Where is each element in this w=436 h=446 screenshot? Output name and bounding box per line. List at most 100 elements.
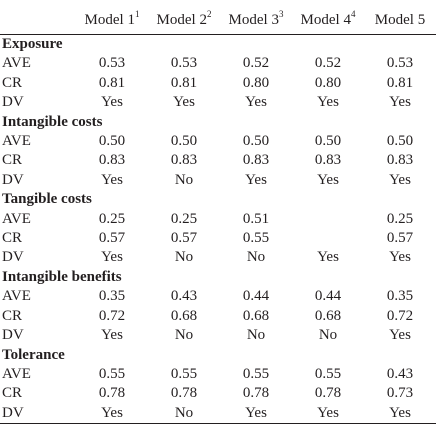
table-row: DV Yes Yes Yes Yes Yes — [0, 93, 436, 112]
table-row: AVE 0.25 0.25 0.51 0.25 — [0, 210, 436, 229]
table-cell: 0.78 — [314, 385, 342, 402]
table-cell: No — [246, 249, 266, 266]
row-label: DV — [2, 94, 24, 111]
row-label: DV — [2, 249, 24, 266]
table-row: DV Yes No Yes Yes Yes — [0, 171, 436, 190]
table-row: DV Yes No Yes Yes Yes — [0, 404, 436, 424]
table-cell: 0.81 — [170, 74, 198, 91]
model-comparison-table: Model 11 Model 22 Model 33 Model 44 Mode… — [0, 6, 436, 424]
row-label: CR — [2, 152, 23, 169]
table-cell: 0.81 — [98, 74, 126, 91]
table-row: DV Yes No No Yes Yes — [0, 248, 436, 267]
column-header-model-3: Model 33 — [228, 9, 284, 29]
table-cell: Yes — [317, 171, 339, 188]
table-cell: 0.55 — [314, 365, 342, 382]
section-title-intangible-costs: Intangible costs — [2, 113, 103, 130]
table-cell: No — [174, 249, 194, 266]
table-cell: 0.35 — [98, 288, 126, 305]
table-cell — [292, 229, 364, 248]
row-label: AVE — [2, 210, 31, 227]
table-cell: Yes — [317, 404, 339, 421]
row-label: CR — [2, 385, 23, 402]
table-cell: 0.83 — [170, 152, 198, 169]
table-cell: 0.72 — [98, 307, 126, 324]
table-cell: 0.55 — [170, 365, 198, 382]
table-row: AVE 0.35 0.43 0.44 0.44 0.35 — [0, 287, 436, 306]
section-row: Tolerance — [0, 346, 436, 365]
row-label: AVE — [2, 365, 31, 382]
table-row: CR 0.81 0.81 0.80 0.80 0.81 — [0, 74, 436, 93]
table-cell: 0.57 — [98, 230, 126, 247]
row-label: CR — [2, 307, 23, 324]
table-cell: Yes — [317, 94, 339, 111]
table-row: AVE 0.50 0.50 0.50 0.50 0.50 — [0, 132, 436, 151]
table-cell: Yes — [101, 94, 123, 111]
table-row: DV Yes No No No Yes — [0, 326, 436, 345]
table-row: AVE 0.53 0.53 0.52 0.52 0.53 — [0, 54, 436, 73]
table-cell: Yes — [389, 249, 411, 266]
table-cell: Yes — [317, 249, 339, 266]
section-row: Intangible costs — [0, 113, 436, 132]
table-cell: 0.52 — [242, 55, 270, 72]
table-cell: Yes — [101, 171, 123, 188]
table-cell: 0.83 — [314, 152, 342, 169]
row-label: AVE — [2, 55, 31, 72]
table-cell: 0.78 — [170, 385, 198, 402]
row-label: DV — [2, 171, 24, 188]
table-cell: Yes — [245, 404, 267, 421]
table-cell: 0.25 — [98, 210, 126, 227]
table-cell: 0.68 — [170, 307, 198, 324]
table-row: CR 0.78 0.78 0.78 0.78 0.73 — [0, 384, 436, 403]
table-cell: 0.80 — [314, 74, 342, 91]
table-cell: Yes — [245, 94, 267, 111]
table-cell: 0.43 — [386, 365, 414, 382]
table-cell: 0.35 — [386, 288, 414, 305]
row-label: DV — [2, 327, 24, 344]
table-cell: 0.53 — [170, 55, 198, 72]
table-cell: 0.51 — [242, 210, 270, 227]
table-cell: Yes — [101, 249, 123, 266]
table-cell: No — [174, 327, 194, 344]
section-title-tolerance: Tolerance — [2, 346, 65, 363]
table-cell: 0.73 — [386, 385, 414, 402]
table-cell: 0.44 — [242, 288, 270, 305]
table-cell: 0.83 — [242, 152, 270, 169]
table-cell: 0.55 — [242, 230, 270, 247]
table-cell: 0.50 — [98, 133, 126, 150]
table-row: CR 0.83 0.83 0.83 0.83 0.83 — [0, 151, 436, 170]
column-header-model-4: Model 44 — [300, 9, 356, 29]
section-title-intangible-benefits: Intangible benefits — [2, 268, 122, 285]
header-row: Model 11 Model 22 Model 33 Model 44 Mode… — [0, 6, 436, 35]
table-cell: No — [318, 327, 338, 344]
table-cell: 0.83 — [98, 152, 126, 169]
table-cell: 0.25 — [170, 210, 198, 227]
table-cell: 0.53 — [98, 55, 126, 72]
table-header: Model 11 Model 22 Model 33 Model 44 Mode… — [0, 6, 436, 35]
table-cell: 0.72 — [386, 307, 414, 324]
row-label: CR — [2, 74, 23, 91]
row-label: CR — [2, 230, 23, 247]
table-cell: 0.80 — [242, 74, 270, 91]
table-cell: Yes — [389, 404, 411, 421]
table-cell: 0.78 — [98, 385, 126, 402]
table-cell: Yes — [245, 171, 267, 188]
table-cell: 0.81 — [386, 74, 414, 91]
table-cell — [292, 210, 364, 229]
table-cell: 0.50 — [314, 133, 342, 150]
table-cell: 0.50 — [242, 133, 270, 150]
row-label: DV — [2, 404, 24, 421]
table-cell: 0.55 — [98, 365, 126, 382]
table-cell: Yes — [389, 327, 411, 344]
table-cell: Yes — [173, 94, 195, 111]
table-row: AVE 0.55 0.55 0.55 0.55 0.43 — [0, 365, 436, 384]
table-cell: 0.50 — [386, 133, 414, 150]
header-corner — [0, 6, 76, 35]
section-title-exposure: Exposure — [2, 36, 63, 52]
table-cell: 0.55 — [242, 365, 270, 382]
table-cell: 0.57 — [170, 230, 198, 247]
table-cell: No — [246, 327, 266, 344]
table-cell: 0.43 — [170, 288, 198, 305]
table-cell: 0.68 — [242, 307, 270, 324]
section-row: Exposure — [0, 35, 436, 55]
column-header-model-5: Model 5 — [374, 12, 426, 28]
